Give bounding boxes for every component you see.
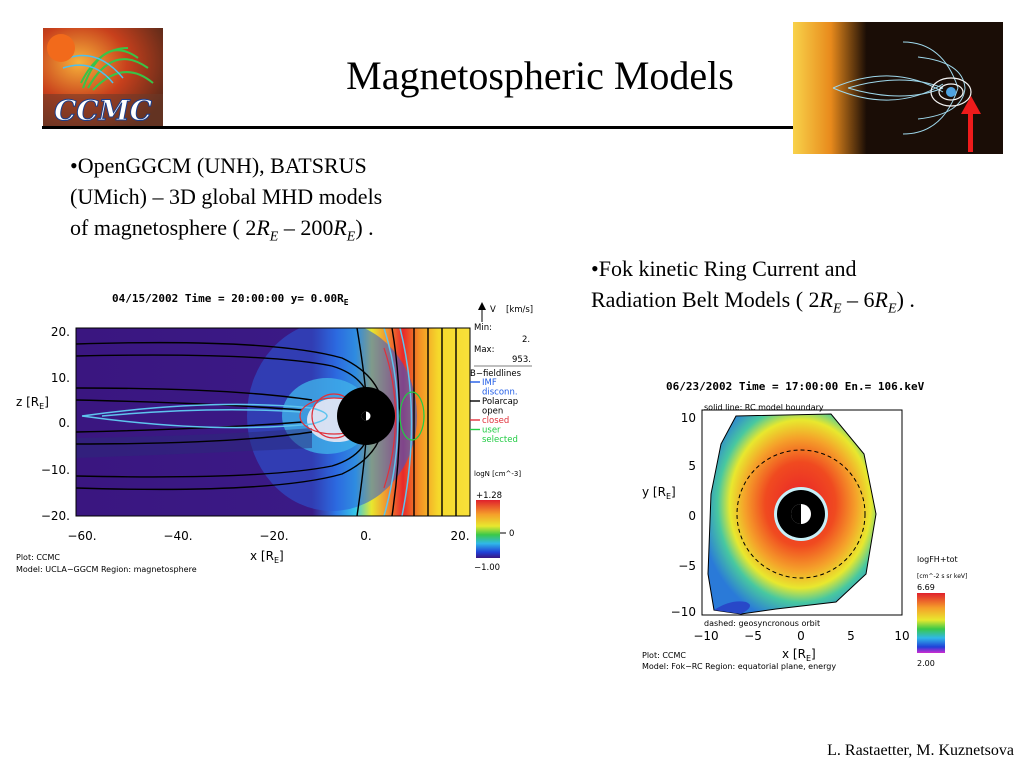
plot1-xlabel: x [RE] bbox=[250, 549, 284, 565]
svg-text:20.: 20. bbox=[51, 325, 70, 339]
mhd-plot: 04/15/2002 Time = 20:00:00 y= 0.00RE bbox=[12, 288, 537, 578]
svg-text:Plot: CCMC: Plot: CCMC bbox=[16, 553, 60, 562]
plot1-footer: Plot: CCMC Model: UCLA−GGCM Region: magn… bbox=[16, 553, 197, 574]
plot2-colorbar: logFH+tot [cm^-2 s sr keV] 6.69 2.00 bbox=[917, 555, 967, 668]
svg-text:5: 5 bbox=[688, 459, 696, 473]
svg-text:−10: −10 bbox=[671, 605, 696, 619]
bullet2-line1: •Fok kinetic Ring Current and bbox=[591, 256, 857, 281]
legend-item: user bbox=[482, 426, 501, 436]
svg-text:0.: 0. bbox=[360, 529, 371, 543]
svg-text:Max:: Max: bbox=[474, 345, 494, 355]
plot2-dashed-label: dashed: geosyncronous orbit bbox=[704, 619, 820, 628]
plot2-xlabel: x [RE] bbox=[782, 647, 816, 663]
legend-item: Polarcap bbox=[482, 397, 518, 407]
bullet1-line2: (UMich) – 3D global MHD models bbox=[70, 184, 383, 209]
svg-text:20.: 20. bbox=[450, 529, 469, 543]
magnetosphere-image bbox=[793, 22, 1003, 154]
svg-text:0: 0 bbox=[797, 629, 805, 643]
svg-text:0.: 0. bbox=[59, 416, 70, 430]
plot1-field bbox=[76, 328, 470, 516]
svg-text:−1.00: −1.00 bbox=[474, 563, 500, 573]
svg-text:2.: 2. bbox=[522, 335, 530, 345]
svg-text:B−fieldlines: B−fieldlines bbox=[470, 369, 522, 379]
plot2-solid-label: solid line: RC model boundary bbox=[704, 403, 824, 412]
svg-text:Model: UCLA−GGCM Region: mag: Model: UCLA−GGCM Region: magnetosphere bbox=[16, 565, 197, 574]
plot2-header: 06/23/2002 Time = 17:00:00 En.= 106.keV bbox=[666, 380, 925, 393]
svg-text:Plot: CCMC: Plot: CCMC bbox=[642, 651, 686, 660]
svg-text:Min:: Min: bbox=[474, 323, 492, 333]
svg-text:−10: −10 bbox=[693, 629, 718, 643]
legend-item: disconn. bbox=[482, 388, 518, 398]
legend-item: IMF bbox=[482, 378, 497, 388]
plot2-ylabel: y [RE] bbox=[642, 485, 676, 501]
plot2-y-ticks: 10 5 0 −5 −10 bbox=[671, 411, 696, 619]
logo-text: CCMC bbox=[54, 94, 153, 126]
plot1-ylabel: z [RE] bbox=[16, 395, 49, 411]
svg-text:−40.: −40. bbox=[163, 529, 192, 543]
plot2-x-ticks: −10 −5 0 5 10 bbox=[693, 629, 909, 643]
svg-text:6.69: 6.69 bbox=[917, 583, 935, 592]
svg-text:−10.: −10. bbox=[41, 463, 70, 477]
svg-text:0: 0 bbox=[509, 529, 514, 539]
svg-text:2.00: 2.00 bbox=[917, 659, 935, 668]
svg-text:+1.28: +1.28 bbox=[476, 491, 502, 501]
svg-text:5: 5 bbox=[847, 629, 855, 643]
bullet1-line3: of magnetosphere ( 2RE – 200RE) . bbox=[70, 215, 374, 245]
bullet1-line1: •OpenGGCM (UNH), BATSRUS bbox=[70, 153, 367, 178]
svg-text:logFH+tot: logFH+tot bbox=[917, 555, 958, 564]
plot2-footer: Plot: CCMC Model: Fok−RC Region: equator… bbox=[642, 651, 836, 671]
svg-text:−5: −5 bbox=[744, 629, 762, 643]
svg-text:−20.: −20. bbox=[259, 529, 288, 543]
svg-text:Model: Fok−RC Region: equato: Model: Fok−RC Region: equatorial plane, … bbox=[642, 662, 836, 671]
slide-title: Magnetospheric Models bbox=[346, 53, 734, 98]
plot1-header: 04/15/2002 Time = 20:00:00 y= 0.00RE bbox=[112, 292, 349, 307]
ccmc-logo: CCMC bbox=[43, 28, 163, 128]
plot1-y-ticks: 20. 10. 0. −10. −20. bbox=[41, 325, 70, 523]
title-rule bbox=[42, 126, 794, 129]
author-credit: L. Rastaetter, M. Kuznetsova bbox=[827, 742, 1014, 759]
svg-text:953.: 953. bbox=[512, 355, 531, 365]
legend-item: open bbox=[482, 407, 503, 417]
bullet-global-mhd: •OpenGGCM (UNH), BATSRUS (UMich) – 3D gl… bbox=[70, 150, 510, 252]
svg-text:0: 0 bbox=[688, 509, 696, 523]
svg-text:10: 10 bbox=[681, 411, 696, 425]
svg-text:logN [cm^-3]: logN [cm^-3] bbox=[474, 470, 521, 478]
plot2-field bbox=[707, 413, 877, 615]
bullet-fok-ring-current: •Fok kinetic Ring Current and Radiation … bbox=[591, 253, 1021, 324]
bullet2-line2: Radiation Belt Models ( 2RE – 6RE) . bbox=[591, 287, 915, 317]
svg-text:V: V bbox=[490, 305, 496, 315]
svg-text:[cm^-2 s sr keV]: [cm^-2 s sr keV] bbox=[917, 573, 967, 580]
svg-text:−5: −5 bbox=[678, 559, 696, 573]
svg-text:10: 10 bbox=[894, 629, 909, 643]
svg-text:[km/s]: [km/s] bbox=[506, 305, 533, 315]
plot1-x-ticks: −60. −40. −20. 0. 20. bbox=[67, 529, 469, 543]
plot1-legend: V [km/s] Min: 2. Max: 953. B−fieldlines … bbox=[470, 302, 533, 573]
svg-text:−60.: −60. bbox=[67, 529, 96, 543]
legend-item: closed bbox=[482, 416, 509, 426]
svg-text:10.: 10. bbox=[51, 371, 70, 385]
ring-current-plot: 06/23/2002 Time = 17:00:00 En.= 106.keV … bbox=[636, 374, 976, 674]
svg-text:−20.: −20. bbox=[41, 509, 70, 523]
legend-item: selected bbox=[482, 435, 518, 445]
